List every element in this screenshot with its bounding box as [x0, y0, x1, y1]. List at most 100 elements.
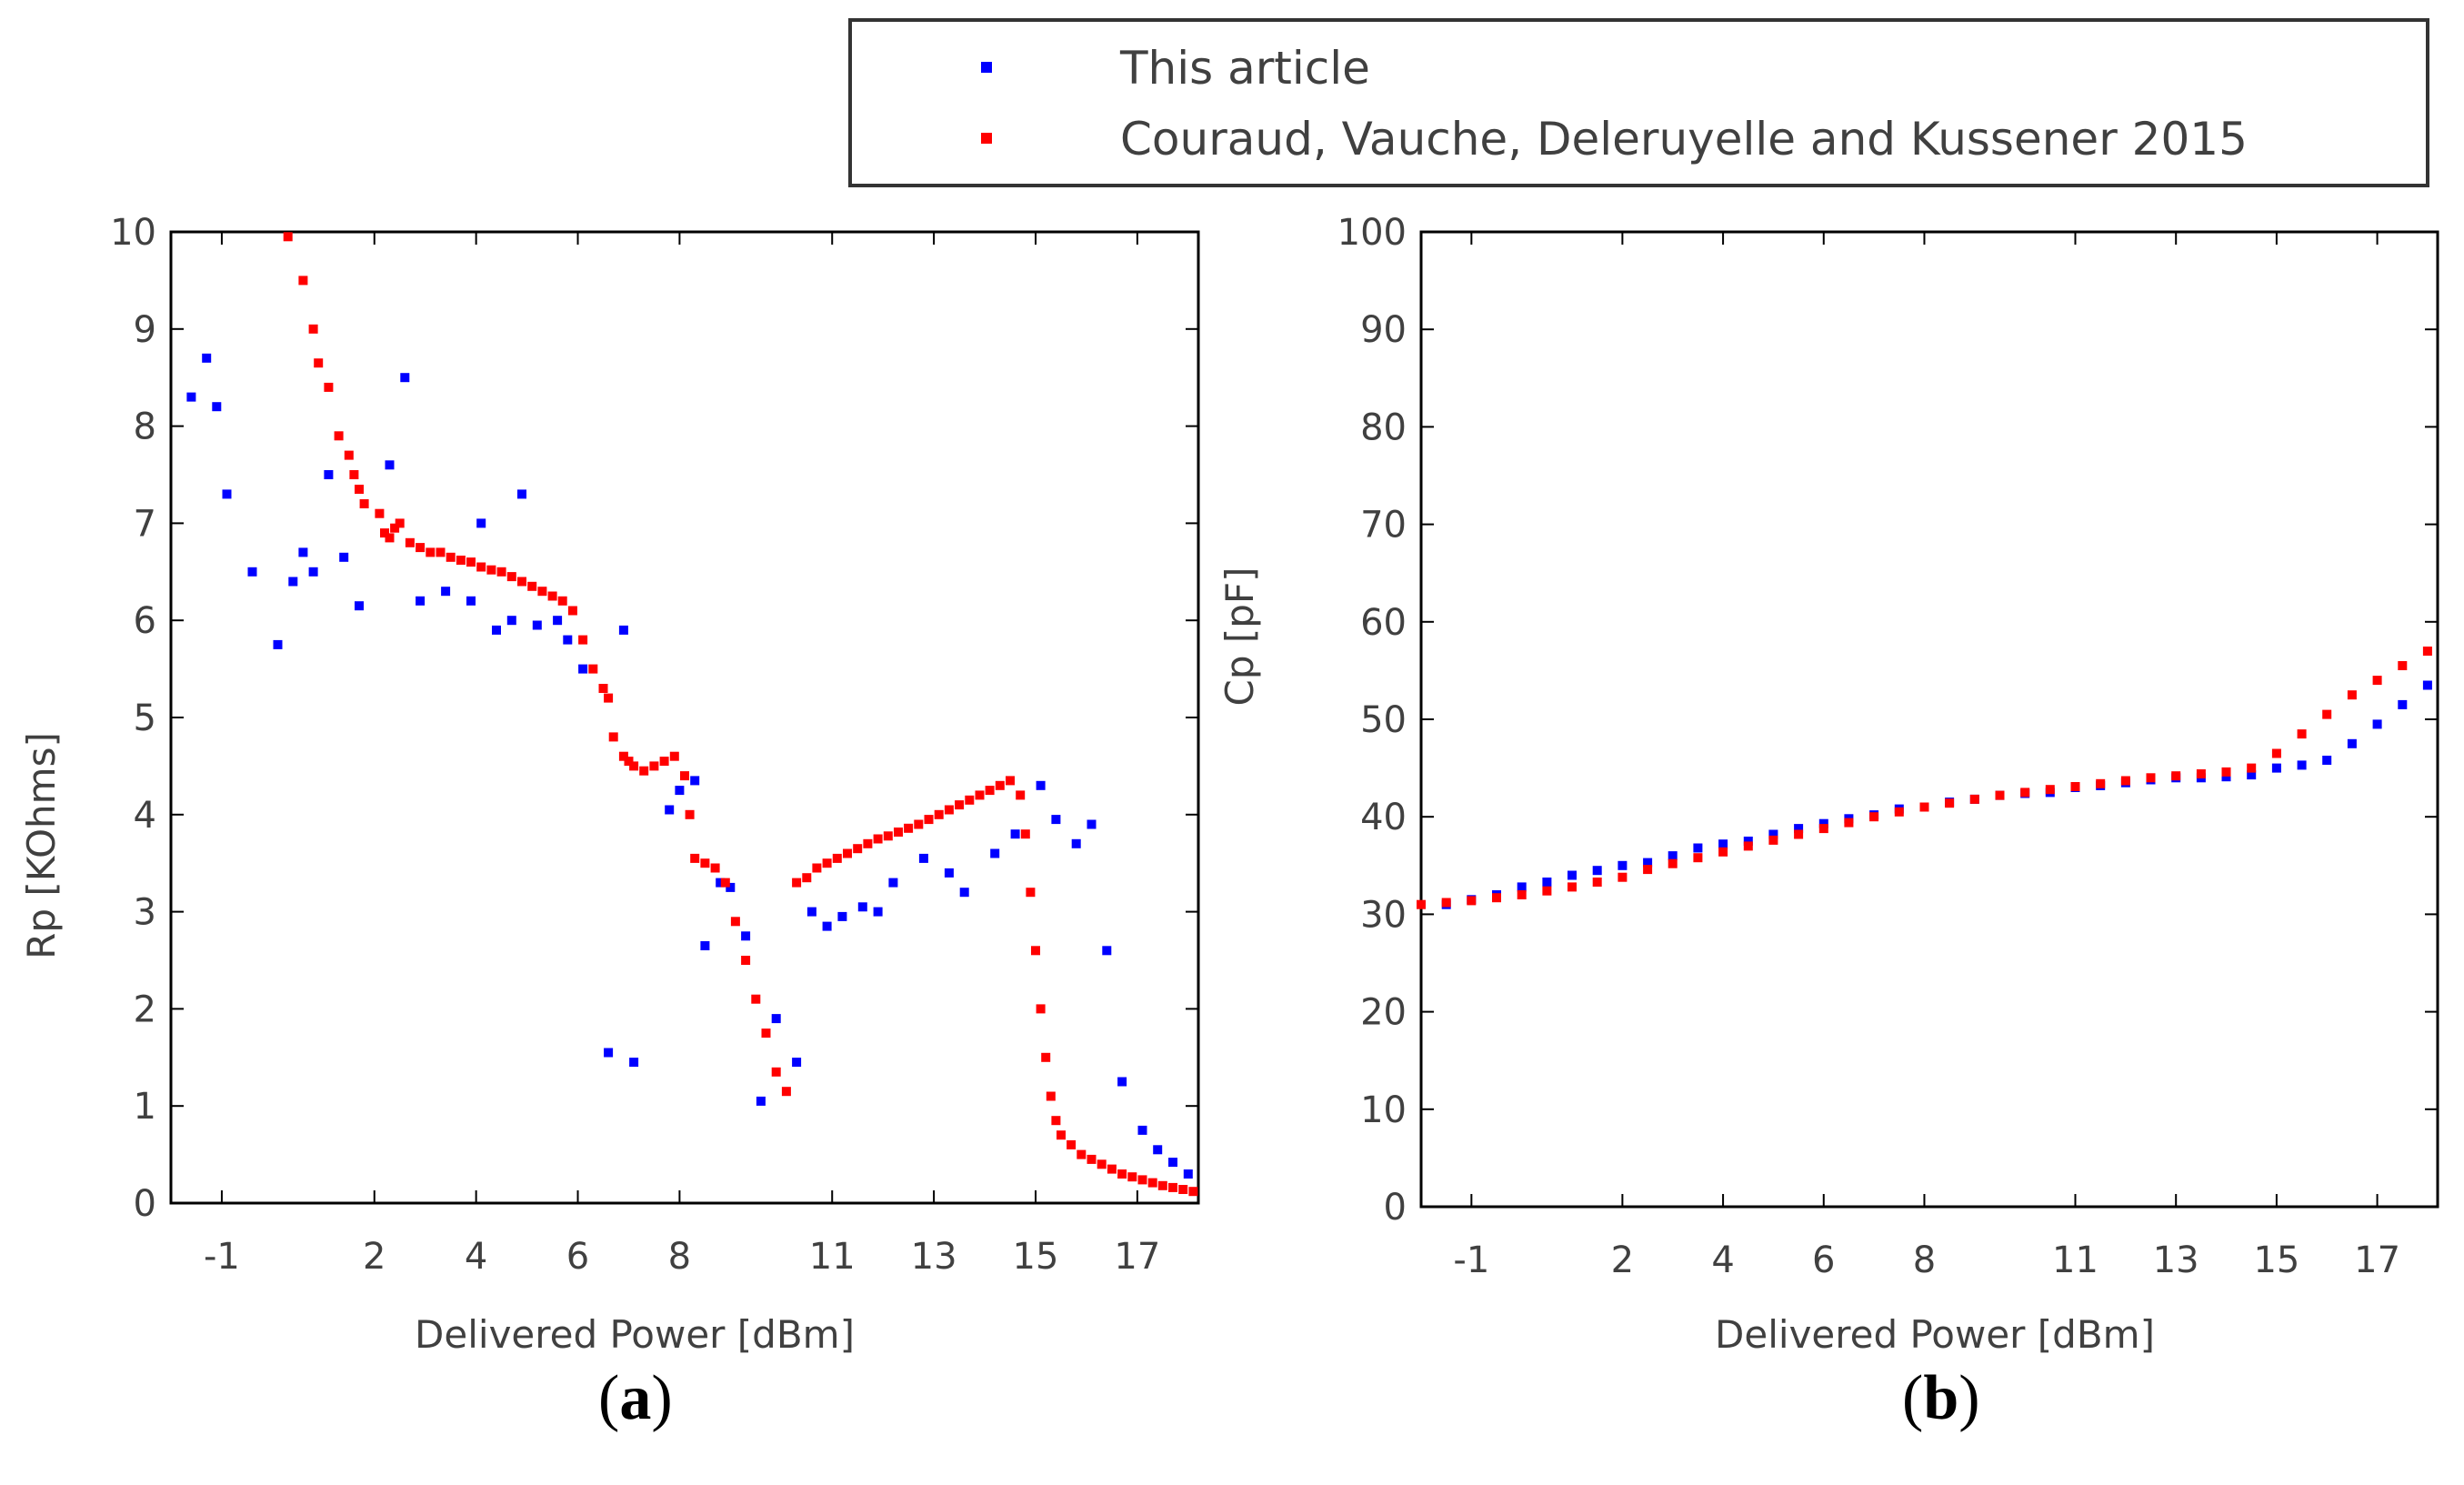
chart-b-point-couraud-2015 — [1417, 900, 1426, 909]
chart-a-point-couraud-2015 — [466, 557, 476, 567]
chart-a-point-this-article — [1168, 1158, 1177, 1167]
chart-b-point-this-article — [1668, 851, 1678, 860]
chart-a-point-couraud-2015 — [762, 1028, 771, 1038]
chart-a-point-couraud-2015 — [629, 761, 638, 770]
chart-a-point-this-article — [1153, 1145, 1162, 1154]
chart-a-point-couraud-2015 — [843, 849, 852, 858]
chart-a-point-this-article — [1087, 820, 1097, 829]
chart-a-point-this-article — [324, 470, 333, 479]
chart-a-point-this-article — [1102, 946, 1111, 955]
chart-a-point-couraud-2015 — [1057, 1130, 1066, 1139]
chart-a-point-this-article — [288, 577, 297, 587]
chart-b-point-couraud-2015 — [2348, 690, 2357, 699]
chart-a-point-this-article — [507, 616, 516, 625]
chart-a-point-couraud-2015 — [986, 786, 995, 795]
chart-b-point-this-article — [1542, 878, 1551, 887]
chart-a-point-couraud-2015 — [690, 854, 699, 863]
chart-a-point-this-article — [476, 518, 486, 527]
chart-a-point-couraud-2015 — [309, 325, 318, 334]
chart-a-point-couraud-2015 — [476, 563, 486, 572]
chart-b-point-couraud-2015 — [1492, 893, 1501, 902]
chart-a-point-couraud-2015 — [925, 815, 934, 824]
chart-a-point-couraud-2015 — [1041, 1053, 1050, 1062]
chart-a-point-couraud-2015 — [314, 358, 323, 367]
chart-a-point-couraud-2015 — [416, 543, 425, 552]
chart-a-point-this-article — [629, 1058, 638, 1067]
panel-a-close-paren: ) — [651, 1363, 672, 1433]
chart-b-x-label: Delivered Power [dBm] — [1715, 1312, 2155, 1357]
chart-b-point-this-article — [1718, 839, 1728, 848]
chart-a-point-this-article — [960, 888, 969, 897]
chart-a-point-couraud-2015 — [1006, 776, 1015, 785]
chart-b-point-this-article — [2423, 681, 2432, 690]
chart-a-point-this-article — [298, 547, 307, 557]
chart-a-point-couraud-2015 — [396, 518, 405, 527]
chart-a-point-this-article — [492, 626, 501, 635]
chart-b-x-tick-label: 2 — [1611, 1239, 1634, 1281]
chart-a-point-couraud-2015 — [833, 854, 842, 863]
chart-a-point-couraud-2015 — [1031, 946, 1040, 955]
chart-a-x-tick-label: 2 — [363, 1236, 386, 1278]
chart-b-x-tick-label: 4 — [1711, 1239, 1734, 1281]
chart-b-x-tick-label: 8 — [1913, 1239, 1936, 1281]
chart-a-point-couraud-2015 — [812, 864, 821, 873]
chart-a-point-couraud-2015 — [955, 800, 964, 809]
chart-a-point-couraud-2015 — [1077, 1150, 1086, 1159]
chart-a-point-this-article — [772, 1014, 781, 1023]
legend-marker-this-article — [981, 62, 992, 73]
chart-a-point-this-article — [212, 402, 221, 411]
chart-a-point-couraud-2015 — [537, 587, 546, 596]
chart-a-point-couraud-2015 — [1047, 1092, 1056, 1101]
chart-b-point-this-article — [1693, 844, 1702, 853]
chart-a-point-couraud-2015 — [1021, 829, 1030, 838]
chart-b-x-tick-label: 17 — [2354, 1239, 2400, 1281]
chart-a-point-this-article — [990, 849, 999, 858]
chart-b-point-couraud-2015 — [1618, 873, 1627, 882]
panel-b-close-paren: ) — [1958, 1363, 1979, 1433]
chart-a-point-this-article — [858, 902, 867, 911]
chart-a-point-this-article — [1072, 839, 1081, 848]
chart-a-point-couraud-2015 — [894, 828, 903, 837]
chart-b-point-this-article — [1568, 871, 1577, 880]
chart-a-point-couraud-2015 — [802, 873, 811, 882]
chart-a-point-couraud-2015 — [863, 839, 872, 848]
chart-a-point-couraud-2015 — [599, 684, 608, 693]
chart-b-x-tick-label: 13 — [2153, 1239, 2199, 1281]
chart-b-point-this-article — [2373, 719, 2382, 728]
chart-a-point-couraud-2015 — [349, 470, 358, 479]
chart-b-point-couraud-2015 — [1844, 818, 1853, 828]
chart-a-point-couraud-2015 — [874, 835, 883, 844]
chart-a-point-this-article — [441, 587, 450, 596]
chart-a-point-couraud-2015 — [649, 761, 658, 770]
chart-a-point-couraud-2015 — [741, 956, 750, 965]
chart-a-point-this-article — [1117, 1078, 1127, 1087]
chart-a-point-couraud-2015 — [751, 995, 760, 1004]
chart-a-point-couraud-2015 — [426, 547, 435, 557]
chart-a-point-couraud-2015 — [965, 796, 974, 805]
chart-a-point-couraud-2015 — [1188, 1187, 1197, 1196]
chart-a-point-this-article — [274, 640, 283, 649]
chart-a-point-couraud-2015 — [996, 781, 1005, 790]
chart-a-point-couraud-2015 — [680, 771, 689, 780]
chart-a-point-couraud-2015 — [1067, 1140, 1076, 1149]
chart-b-point-couraud-2015 — [1542, 887, 1551, 896]
chart-a-point-couraud-2015 — [670, 752, 679, 761]
chart-b-point-couraud-2015 — [1517, 890, 1527, 899]
chart-b-point-couraud-2015 — [2373, 676, 2382, 685]
chart-b-frame — [1421, 232, 2438, 1207]
chart-a-point-couraud-2015 — [578, 636, 587, 645]
chart-a-point-this-article — [792, 1058, 801, 1067]
chart-a-y-tick-label: 5 — [134, 697, 156, 739]
panel-b-letter: b — [1923, 1363, 1958, 1433]
chart-a-y-tick-label: 3 — [134, 892, 156, 934]
chart-a-point-this-article — [888, 878, 897, 888]
chart-a-point-couraud-2015 — [1117, 1169, 1127, 1179]
chart-b-point-couraud-2015 — [1744, 841, 1753, 850]
chart-a-x-tick-label: 6 — [566, 1236, 589, 1278]
chart-a-point-couraud-2015 — [782, 1087, 791, 1096]
chart-a-point-this-article — [823, 922, 832, 931]
chart-a-point-this-article — [578, 665, 587, 674]
panel-a-open-paren: ( — [598, 1363, 619, 1433]
chart-a-point-this-article — [563, 636, 572, 645]
chart-a-point-couraud-2015 — [914, 820, 923, 829]
